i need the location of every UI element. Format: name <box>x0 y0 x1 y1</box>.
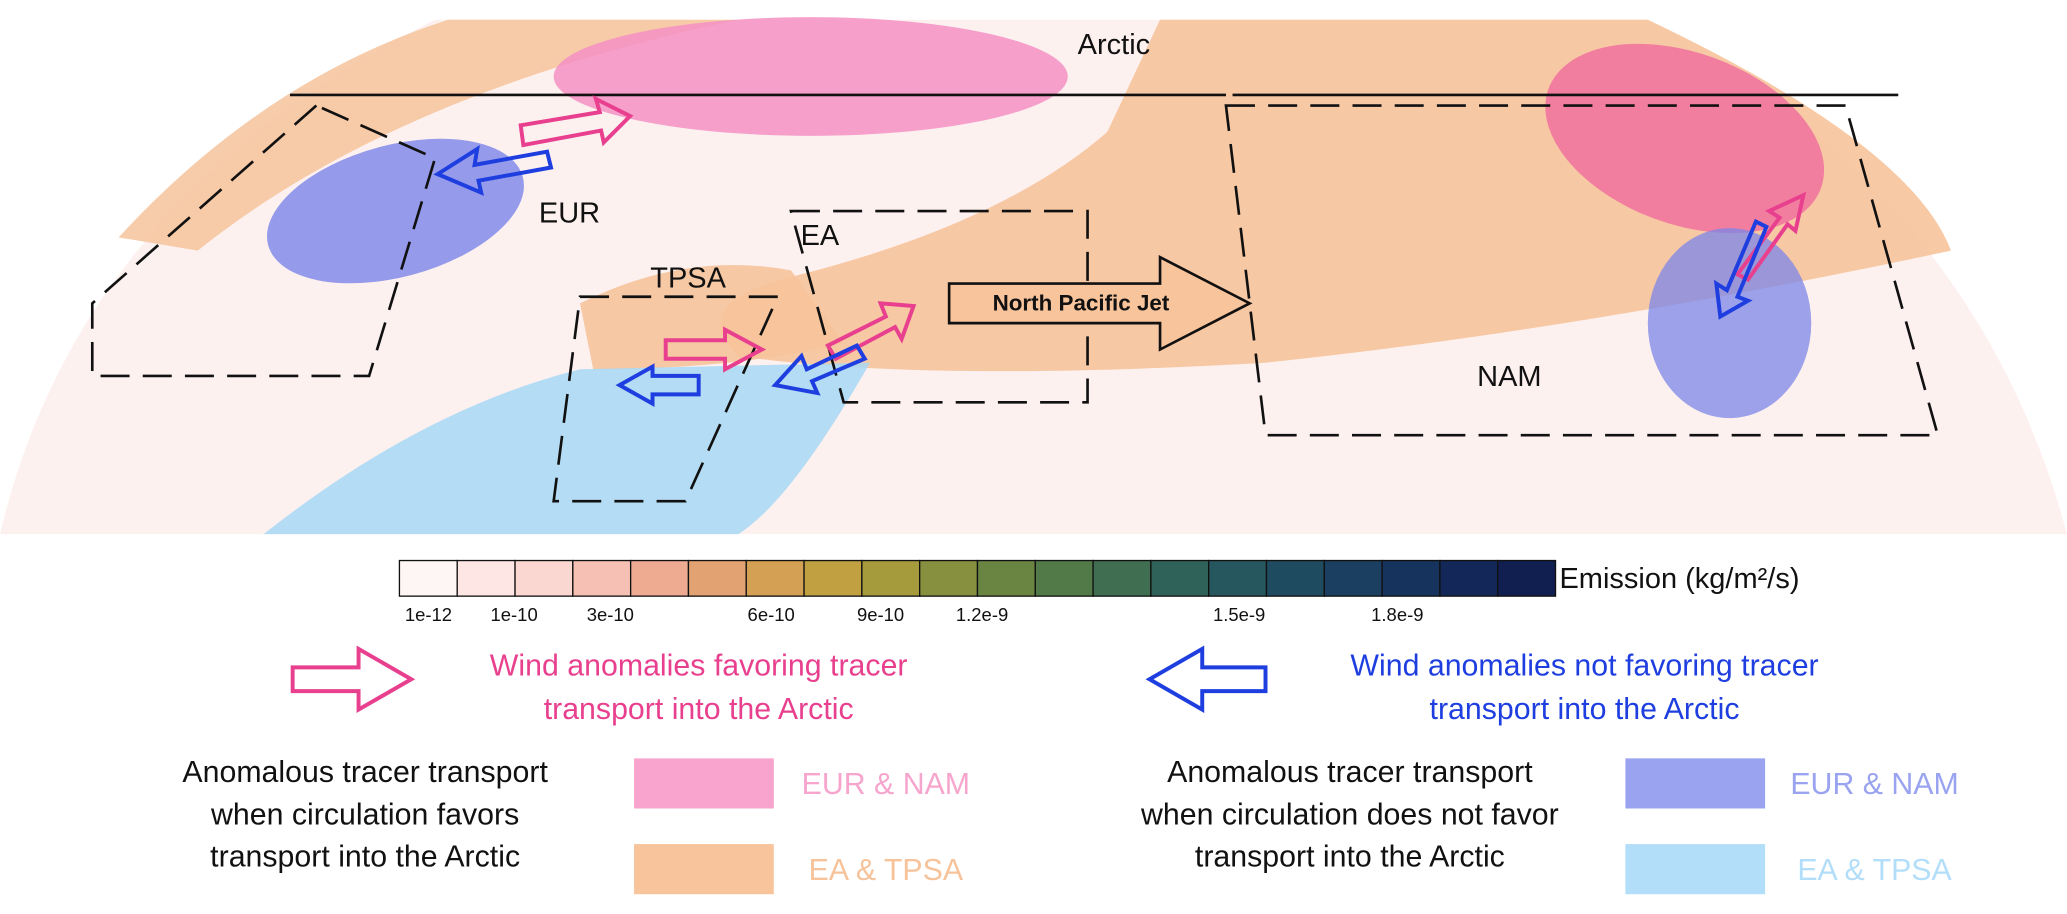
colorbar-tick-label: 1.2e-9 <box>956 604 1008 625</box>
colorbar-cell <box>1381 559 1441 597</box>
region-label: Arctic <box>1078 29 1150 61</box>
colorbar-cell <box>803 559 863 597</box>
map: Arctic EUR EA TPSA NAM North Pacific Jet <box>0 17 2067 535</box>
colorbar-cell <box>919 559 979 597</box>
legend-text: transport into the Arctic <box>1430 693 1740 726</box>
colorbar-cell <box>629 559 690 597</box>
colorbar-cell <box>1265 559 1325 597</box>
colorbar-tick-label: 3e-10 <box>587 604 634 625</box>
colorbar-cell <box>1497 559 1557 597</box>
wind-arrow <box>1713 218 1769 320</box>
colorbar-tick-label: 1e-12 <box>405 604 452 625</box>
swatch <box>634 844 774 895</box>
colorbar-cell <box>1323 559 1383 597</box>
legend: Wind anomalies favoring tracer transport… <box>182 645 1959 895</box>
legend-text: when circulation does not favor <box>1140 798 1559 831</box>
wind-arrow <box>518 95 634 148</box>
legend-arrow <box>1145 645 1268 713</box>
wind-arrow <box>433 144 554 196</box>
colorbar-cell <box>398 559 458 597</box>
orange-band <box>580 264 844 370</box>
colorbar-cell <box>861 559 921 597</box>
region-label: EUR <box>539 198 600 230</box>
colorbar-cell <box>1034 559 1094 597</box>
wind-arrow <box>1734 191 1807 283</box>
colorbar-tick-label: 1.5e-9 <box>1213 604 1265 625</box>
region-box <box>789 209 1089 404</box>
wind-arrow <box>825 301 917 362</box>
swatch-label: EUR & NAM <box>802 768 970 801</box>
colorbar-cell <box>456 559 516 597</box>
jet-arrow <box>947 255 1253 352</box>
region-label: EA <box>801 220 840 252</box>
colorbar-cell <box>745 559 805 597</box>
colorbar-tick-label: 1e-10 <box>491 604 538 625</box>
pink-ellipse <box>1545 43 1825 234</box>
pink-ellipse <box>553 17 1068 136</box>
swatch-label: EUR & NAM <box>1790 768 1958 801</box>
colorbar-cell <box>572 559 632 597</box>
legend-text: Anomalous tracer transport <box>1167 756 1533 789</box>
blue-region <box>263 362 871 535</box>
legend-text: transport into the Arctic <box>544 693 854 726</box>
orange-band <box>118 19 739 251</box>
wind-arrow <box>771 342 868 396</box>
blue-ellipse <box>267 138 524 284</box>
legend-text: Wind anomalies not favoring tracer <box>1350 649 1818 682</box>
colorbar: 1e-12 1e-10 3e-10 6e-10 9e-10 1.2e-9 1.5e-9 1.8… <box>398 559 1557 625</box>
colorbar-tick-label: 6e-10 <box>748 604 795 625</box>
swatch-label: EA & TPSA <box>1797 854 1952 887</box>
legend-arrow <box>290 645 416 713</box>
colorbar-tick-label: 9e-10 <box>857 604 904 625</box>
region-box <box>90 103 437 378</box>
legend-text: transport into the Arctic <box>1195 841 1505 874</box>
colorbar-title: Emission (kg/m²/s) <box>1559 563 1799 595</box>
legend-text: when circulation favors <box>210 798 519 831</box>
swatch <box>1625 844 1766 895</box>
region-box <box>552 295 780 503</box>
colorbar-tick-label: 1.8e-9 <box>1371 604 1423 625</box>
jet-label: North Pacific Jet <box>993 291 1170 316</box>
region-label: NAM <box>1477 361 1541 393</box>
colorbar-cell <box>514 559 574 597</box>
swatch <box>1625 758 1766 809</box>
legend-text: transport into the Arctic <box>210 841 520 874</box>
colorbar-cell <box>1208 559 1268 597</box>
colorbar-cell <box>687 559 747 597</box>
swatch <box>634 758 774 809</box>
colorbar-cell <box>1439 559 1499 597</box>
colorbar-cell <box>1092 559 1152 597</box>
colorbar-cell <box>976 559 1036 597</box>
region-label: TPSA <box>650 262 726 294</box>
legend-text: Anomalous tracer transport <box>182 756 548 789</box>
colorbar-cell <box>1150 559 1210 597</box>
wind-arrow <box>663 326 767 373</box>
legend-text: Wind anomalies favoring tracer <box>490 649 908 682</box>
wind-arrow <box>615 363 701 407</box>
region-box <box>1224 104 1940 437</box>
swatch-label: EA & TPSA <box>809 854 964 887</box>
blue-ellipse <box>1647 228 1812 419</box>
